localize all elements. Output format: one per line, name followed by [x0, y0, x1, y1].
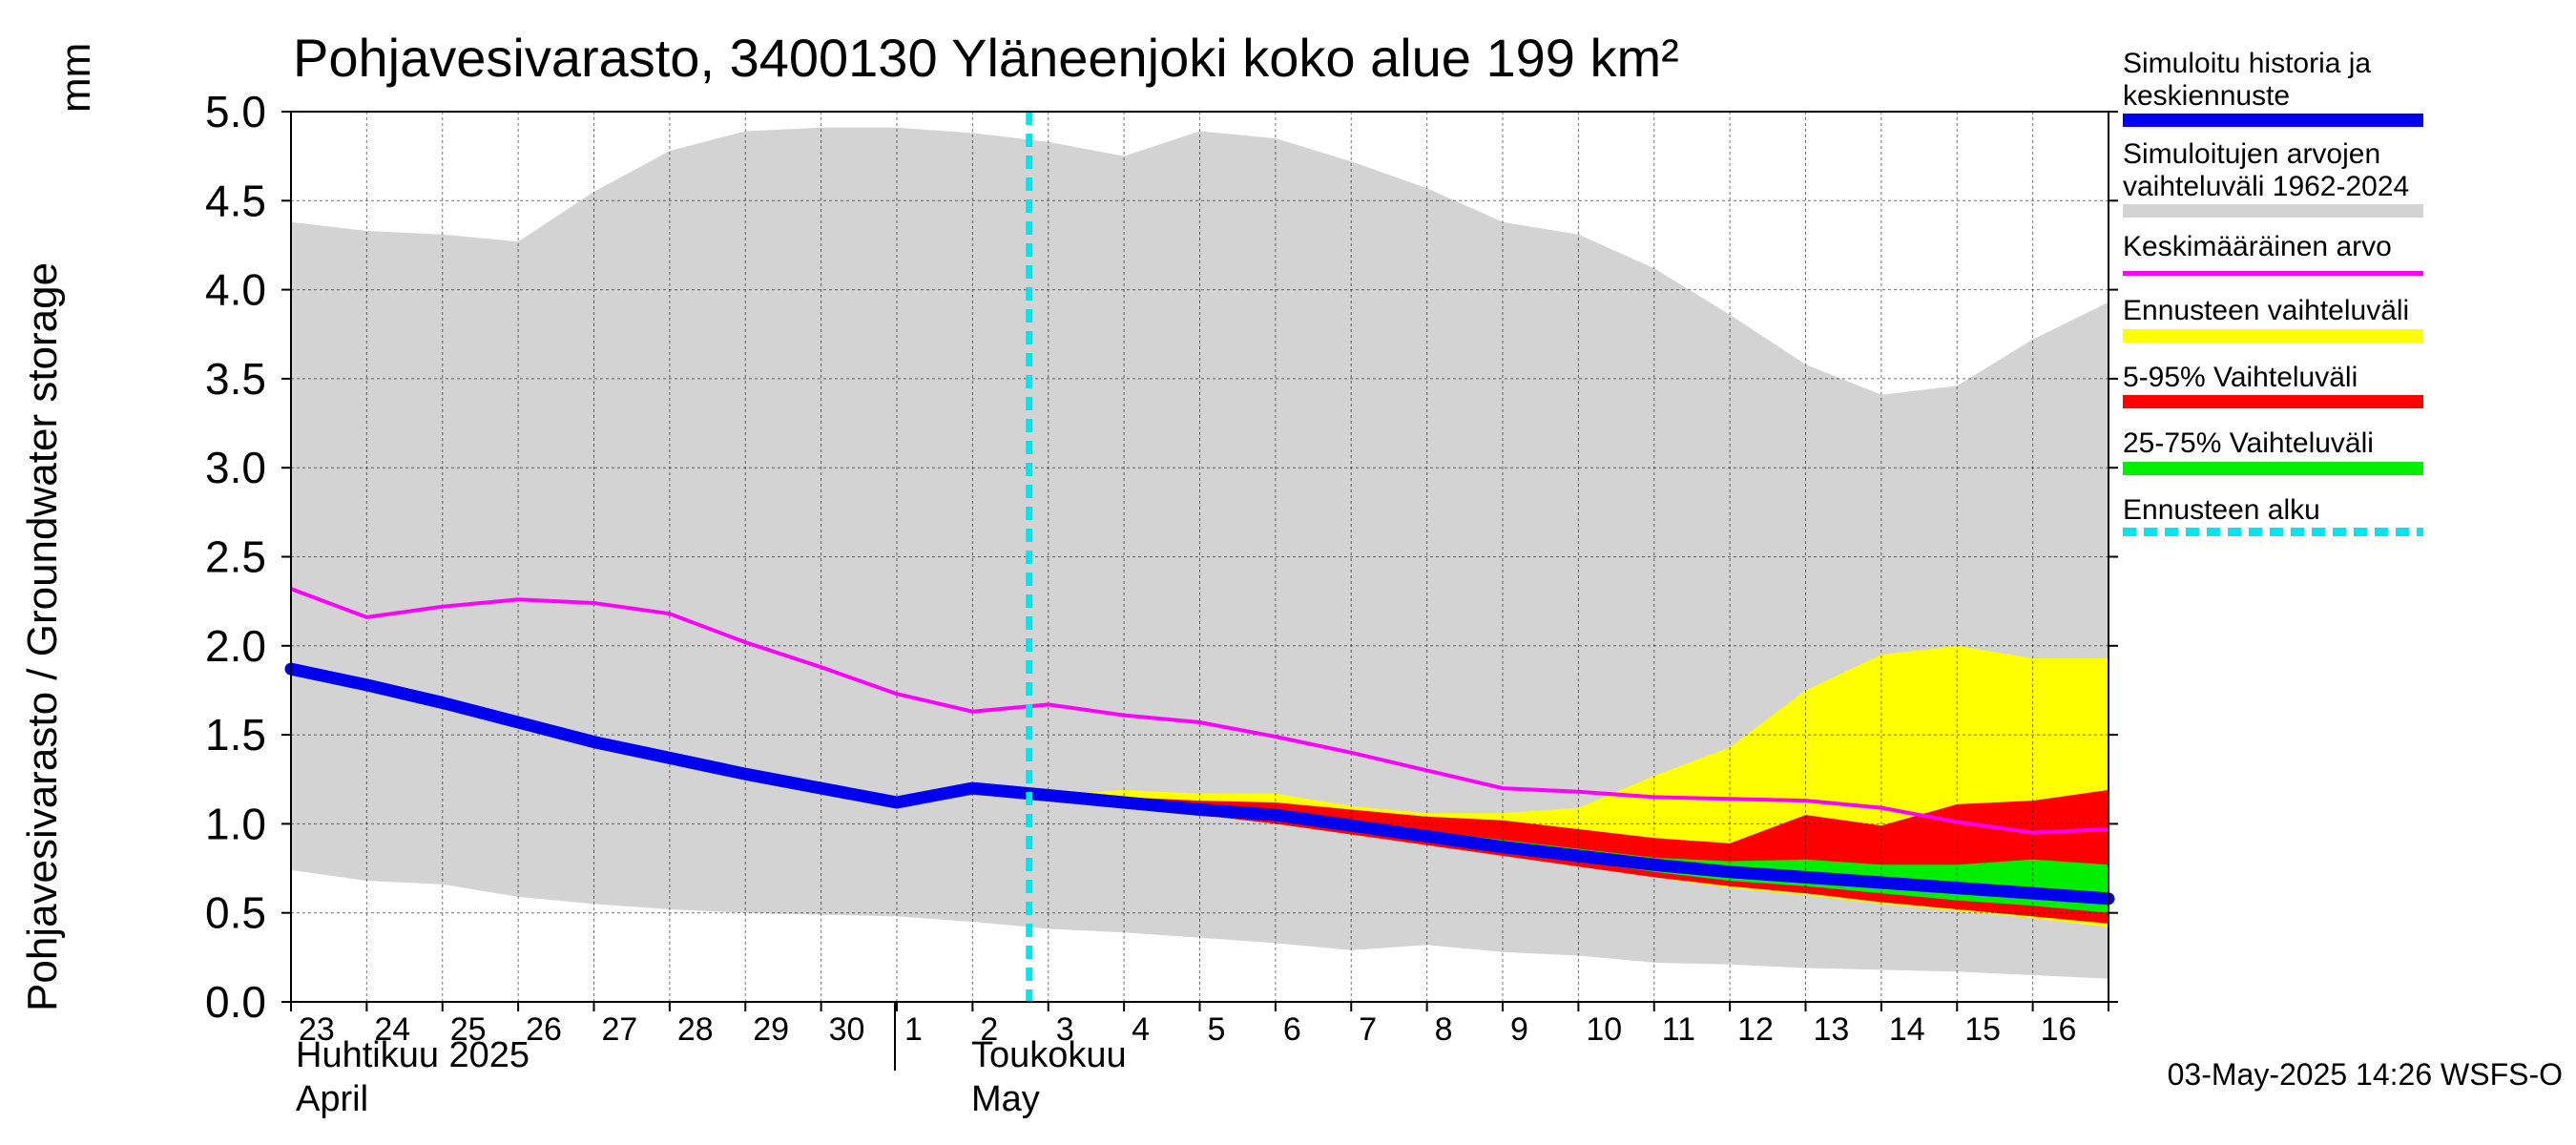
x-tick-label: 13: [1814, 1011, 1850, 1048]
y-tick-label: 3.5: [205, 354, 266, 404]
month-label-may-fi: Toukokuu: [971, 1035, 1127, 1075]
y-axis-label: Pohjavesivarasto / Groundwater storage: [19, 261, 66, 1011]
legend-swatch-mean: [2123, 270, 2423, 276]
month-label-may-en: May: [971, 1079, 1040, 1119]
legend-item-forecast-range: Ennusteen vaihteluväli: [2123, 295, 2428, 343]
y-tick-label: 4.5: [205, 176, 266, 225]
legend-swatch-simulated: [2123, 114, 2423, 128]
legend-label-simulated: Simuloitu historia ja keskiennuste: [2123, 48, 2372, 112]
y-tick-label: 4.0: [205, 265, 266, 315]
x-tick-label: 5: [1208, 1011, 1226, 1048]
legend-item-range: Simuloitujen arvojen vaihteluväli 1962-2…: [2123, 138, 2428, 219]
x-tick-label: 9: [1510, 1011, 1528, 1048]
chart-axes: [281, 111, 2118, 1071]
simulated-history-line: [284, 662, 2115, 906]
x-tick-label: 14: [1889, 1011, 1925, 1048]
chart-tick-labels: 0.00.51.01.52.02.53.03.54.04.55.023 24 25 2…: [205, 87, 2076, 1048]
legend-swatch-25-75: [2123, 461, 2423, 475]
x-tick-label: 15: [1964, 1011, 2001, 1048]
legend-swatch-forecast-start: [2123, 528, 2423, 537]
x-tick-label: 30: [829, 1011, 865, 1048]
legend-label-range: Simuloitujen arvojen vaihteluväli 1962-2…: [2123, 138, 2410, 202]
month-label-april-fi: Huhtikuu 2025: [296, 1035, 530, 1075]
chart-title: Pohjavesivarasto, 3400130 Yläneenjoki ko…: [293, 28, 1679, 88]
legend-swatch-forecast-range: [2123, 328, 2423, 343]
x-tick-label: 7: [1359, 1011, 1377, 1048]
x-tick-label: 25: [450, 1011, 487, 1048]
x-tick-label: 2: [980, 1011, 998, 1048]
x-tick-label: 28: [677, 1011, 714, 1048]
legend-swatch-range: [2123, 204, 2423, 219]
y-tick-label: 0.5: [205, 888, 266, 938]
x-tick-label: 10: [1586, 1011, 1622, 1048]
x-tick-label: 16: [2041, 1011, 2077, 1048]
x-tick-label: 24: [374, 1011, 410, 1048]
x-tick-label: 12: [1737, 1011, 1774, 1048]
x-tick-label: 8: [1435, 1011, 1453, 1048]
y-tick-label: 0.0: [205, 977, 266, 1027]
x-tick-label: 3: [1056, 1011, 1074, 1048]
y-tick-label: 2.5: [205, 532, 266, 582]
legend-swatch-5-95: [2123, 395, 2423, 409]
y-tick-label: 1.5: [205, 710, 266, 760]
legend-label-5-95: 5-95% Vaihteluväli: [2123, 361, 2358, 393]
legend-item-simulated: Simuloitu historia ja keskiennuste: [2123, 48, 2428, 128]
chart-legend: Simuloitu historia ja keskiennuste Simul…: [2123, 48, 2428, 548]
legend-label-mean: Keskimääräinen arvo: [2123, 231, 2392, 263]
x-tick-label: 23: [299, 1011, 335, 1048]
x-tick-label: 6: [1283, 1011, 1301, 1048]
x-tick-label: 29: [753, 1011, 789, 1048]
legend-label-25-75: 25-75% Vaihteluväli: [2123, 427, 2374, 460]
y-tick-label: 2.0: [205, 621, 266, 671]
x-tick-label: 4: [1132, 1011, 1150, 1048]
y-axis-unit: mm: [52, 42, 99, 113]
x-tick-label: 26: [526, 1011, 562, 1048]
timestamp: 03-May-2025 14:26 WSFS-O: [2167, 1057, 2563, 1092]
legend-item-mean: Keskimääräinen arvo: [2123, 231, 2428, 276]
x-tick-label: 11: [1662, 1011, 1695, 1048]
legend-label-forecast-start: Ennusteen alku: [2123, 493, 2320, 526]
legend-label-forecast-range: Ennusteen vaihteluväli: [2123, 294, 2410, 326]
legend-item-forecast-start: Ennusteen alku: [2123, 494, 2428, 537]
x-tick-label: 1: [904, 1011, 923, 1048]
month-label-april-en: April: [296, 1079, 369, 1119]
y-tick-label: 3.0: [205, 443, 266, 492]
legend-item-25-75: 25-75% Vaihteluväli: [2123, 427, 2428, 475]
chart-lines: [284, 112, 2115, 1002]
legend-item-5-95: 5-95% Vaihteluväli: [2123, 362, 2428, 409]
x-tick-label: 27: [602, 1011, 638, 1048]
y-tick-label: 1.0: [205, 799, 266, 848]
y-tick-label: 5.0: [205, 87, 266, 136]
mean-value-line: [290, 587, 2109, 835]
